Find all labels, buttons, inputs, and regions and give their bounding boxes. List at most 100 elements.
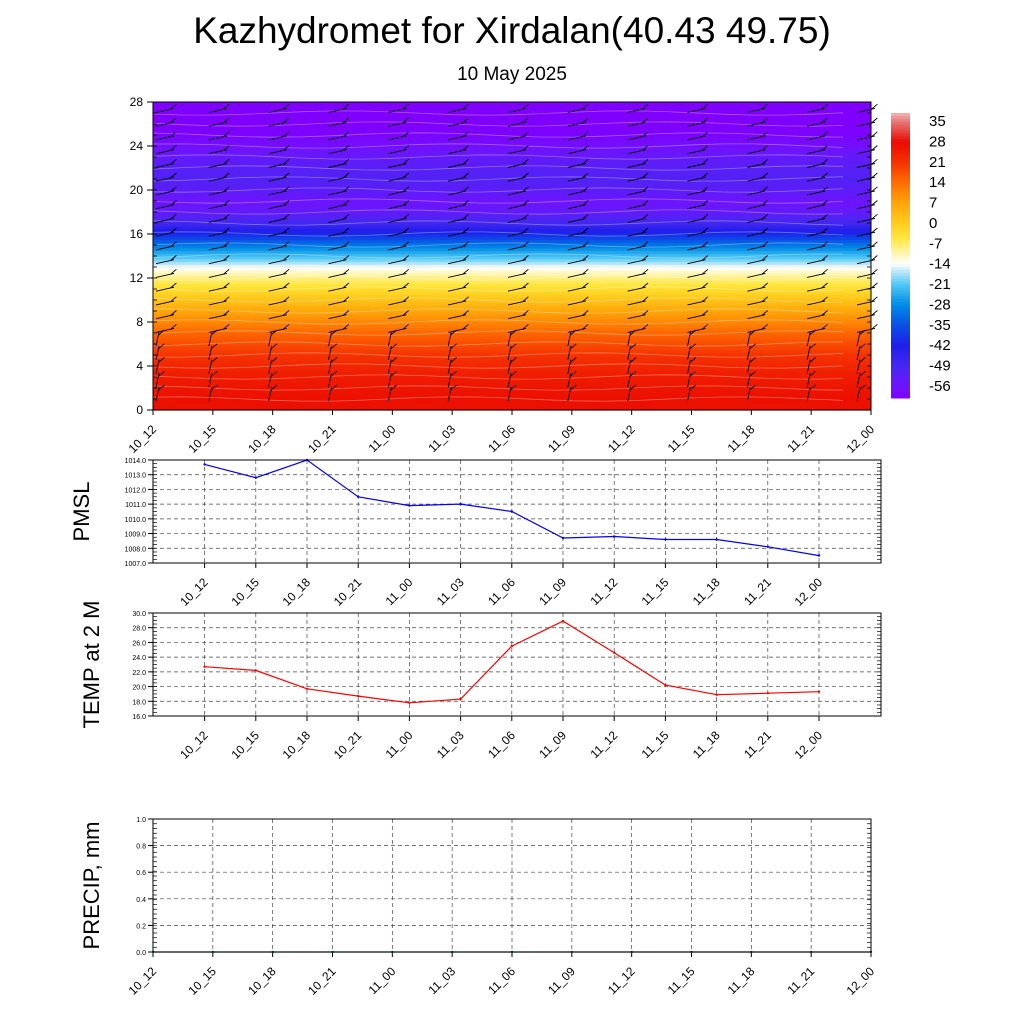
colorbar-segment [891,395,910,399]
precip-frame [152,818,872,953]
wind-barb [807,241,828,251]
colorbar-segment [891,150,910,155]
contour-line [152,176,844,182]
wind-barb [747,103,769,113]
heatmap-band [153,250,871,254]
colorbar-segment [891,258,910,262]
pmsl-data-point [664,538,667,541]
wind-barb [856,255,878,265]
contour-line [152,264,844,270]
colorbar-segment [891,185,910,190]
contour-line [152,374,844,380]
wind-barb [155,323,177,333]
wind-barb [507,370,517,388]
wind-barb [328,227,350,237]
heatmap-band [153,335,871,340]
wind-barb [567,255,589,265]
heatmap-band [153,253,871,257]
heatmap-band [153,371,871,375]
wind-barb [155,343,165,360]
wind-barb [687,172,709,182]
colorbar-segment [891,339,910,344]
colorbar-segment [891,328,910,332]
wind-barb [328,172,350,182]
colorbar-segment [891,293,910,297]
precip-x-tick-label: 11_09 [545,964,578,997]
wind-barb [567,213,589,223]
wind-barb [155,282,177,292]
temp-data-point [459,697,462,701]
wind-barb [155,145,177,155]
precip-panel: 0.0 0.2 0.4 0.6 0.8 1.0 10_12 10_15 10_18 10_21 11… [79,817,877,998]
precip-x-tick-label: 11_21 [784,964,817,997]
heatmap-band [153,173,871,177]
heatmap-band [153,322,871,326]
heatmap-band [153,159,871,164]
colorbar-segment [891,304,910,309]
precip-x-tick-label: 11_15 [665,964,698,997]
contour-line [152,231,844,237]
wind-barb [208,255,230,265]
wind-barb [627,282,649,292]
heatmap-band [153,267,871,271]
colorbar-segment [891,278,910,283]
wind-barb [687,186,709,196]
colorbar-segment [891,313,910,318]
wind-barb [387,370,398,388]
wind-barb [268,282,290,292]
colorbar-label: -14 [929,256,951,273]
wind-barb [747,296,769,306]
wind-barb [268,343,278,360]
heatmap-x-tick-label: 10_18 [245,422,279,456]
wind-barb [155,255,177,265]
wind-barb [268,268,290,278]
heatmap-y-tick-label: 28 [130,95,144,109]
heatmap-band [153,368,871,373]
wind-barb [807,145,828,155]
heatmap-band [153,280,871,285]
wind-barb [155,186,177,196]
heatmap-band [153,195,871,199]
heatmap-band [153,129,871,133]
wind-barb [155,172,177,182]
wind-barb [687,323,709,333]
wind-barb [388,296,410,306]
heatmap-band [153,388,871,392]
wind-barb [747,323,769,333]
wind-barb [328,255,350,265]
precip-y-tick-label: 1.0 [136,817,146,824]
wind-barb [507,296,529,306]
wind-barb [687,131,709,141]
wind-barb [806,384,816,402]
wind-barb [507,241,529,251]
wind-barb [448,296,469,306]
wind-barb [388,310,410,320]
colorbar-label: 28 [929,133,946,150]
wind-barb [328,200,350,210]
wind-barb [627,255,649,265]
wind-barb [747,255,769,265]
wind-barb [856,357,866,374]
heatmap-band [153,291,871,296]
wind-barb [448,172,469,182]
wind-barb [387,343,398,360]
pmsl-data-point [357,495,360,498]
chart-title: Kazhydromet for Xirdalan(40.43 49.75) [193,10,831,51]
temp-data-point [254,669,257,672]
heatmap-band [153,297,871,301]
precip-y-tick-label: 0.4 [136,897,146,904]
wind-barb [268,227,290,237]
precip-y-tick-label: 0.0 [136,950,146,957]
wind-barb [208,186,230,196]
heatmap-band [153,146,871,150]
heatmap-band [153,319,871,323]
wind-barb [807,117,828,127]
heatmap-band [153,209,871,213]
wind-barb [507,158,529,168]
wind-barb [627,172,649,182]
wind-barb [856,343,866,360]
wind-barb [155,268,177,278]
temp-y-tick-label: 28.0 [132,626,146,633]
colorbar-segment [891,238,910,242]
wind-barb [627,323,649,333]
